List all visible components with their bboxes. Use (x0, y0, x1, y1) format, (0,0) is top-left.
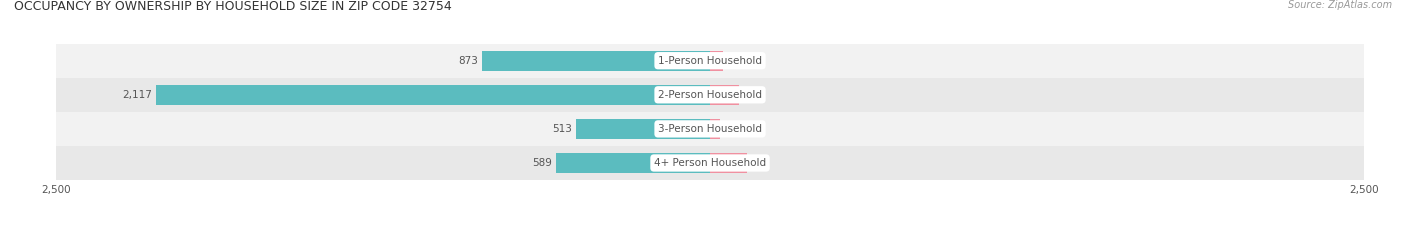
Text: 873: 873 (458, 56, 478, 66)
Bar (482, 51, 710, 71)
Bar (555, 153, 710, 173)
Bar (156, 85, 710, 105)
Text: 2-Person Household: 2-Person Household (658, 90, 762, 100)
Text: 513: 513 (553, 124, 572, 134)
Text: 589: 589 (533, 158, 553, 168)
Text: 3-Person Household: 3-Person Household (658, 124, 762, 134)
Bar (56, 112, 1364, 146)
Text: 38: 38 (724, 124, 737, 134)
Text: 1-Person Household: 1-Person Household (658, 56, 762, 66)
Text: 109: 109 (742, 90, 762, 100)
Text: 2,117: 2,117 (122, 90, 152, 100)
Text: 51: 51 (727, 56, 741, 66)
Bar (710, 51, 723, 71)
Bar (576, 119, 710, 139)
Bar (56, 78, 1364, 112)
Bar (710, 119, 720, 139)
Text: 4+ Person Household: 4+ Person Household (654, 158, 766, 168)
Bar (56, 44, 1364, 78)
Text: Source: ZipAtlas.com: Source: ZipAtlas.com (1288, 0, 1392, 10)
Bar (710, 85, 738, 105)
Text: OCCUPANCY BY OWNERSHIP BY HOUSEHOLD SIZE IN ZIP CODE 32754: OCCUPANCY BY OWNERSHIP BY HOUSEHOLD SIZE… (14, 0, 451, 13)
Bar (56, 146, 1364, 180)
Bar (710, 153, 747, 173)
Text: 142: 142 (751, 158, 770, 168)
